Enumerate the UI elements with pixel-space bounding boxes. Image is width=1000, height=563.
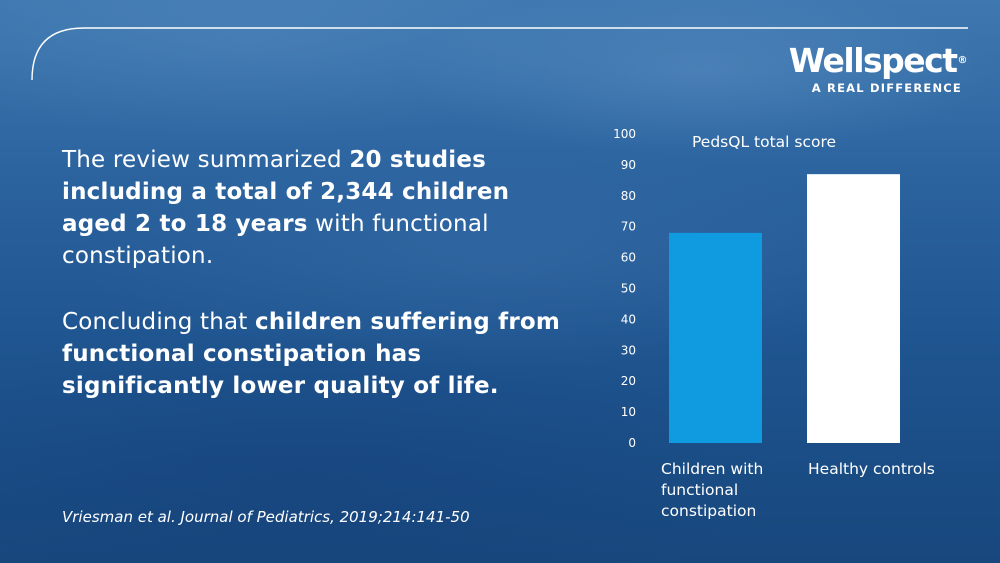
y-tick-label: 90 bbox=[621, 158, 636, 172]
y-tick-label: 100 bbox=[613, 127, 636, 141]
x-category-label: Healthy controls bbox=[808, 460, 935, 478]
y-tick-label: 50 bbox=[621, 282, 636, 296]
logo-tagline: A REAL DIFFERENCE bbox=[811, 81, 962, 95]
summary-paragraph: The review summarized 20 studies includi… bbox=[62, 147, 510, 269]
conclusion-paragraph: Concluding that children suffering from … bbox=[62, 309, 561, 399]
y-tick-label: 40 bbox=[621, 312, 636, 326]
wellspect-logo: Wellspect® A REAL DIFFERENCE bbox=[788, 41, 968, 96]
y-tick-label: 10 bbox=[621, 405, 636, 419]
bar bbox=[669, 232, 762, 443]
bar bbox=[807, 174, 900, 444]
y-tick-label: 20 bbox=[621, 374, 636, 388]
x-category-label: Children with functional constipation bbox=[661, 460, 764, 520]
chart-title: PedsQL total score bbox=[692, 133, 836, 151]
y-tick-label: 60 bbox=[621, 251, 636, 265]
y-tick-label: 70 bbox=[621, 220, 636, 234]
logo-wordmark: Wellspect® bbox=[788, 41, 968, 80]
y-tick-label: 0 bbox=[628, 436, 636, 450]
citation: Vriesman et al. Journal of Pediatrics, 2… bbox=[62, 508, 470, 526]
y-tick-label: 80 bbox=[621, 189, 636, 203]
y-tick-label: 30 bbox=[621, 343, 636, 357]
